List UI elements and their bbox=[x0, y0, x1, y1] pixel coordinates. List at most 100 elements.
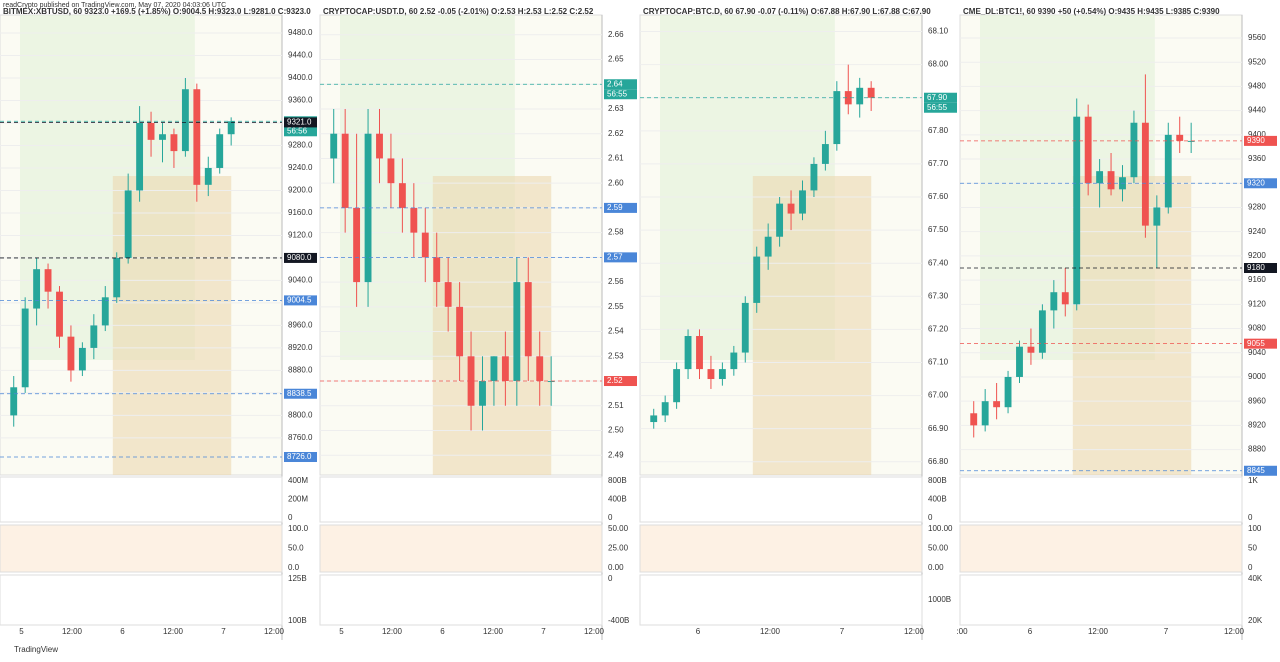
y-tick-label: 2.54 bbox=[608, 327, 624, 336]
candle-body bbox=[387, 158, 395, 184]
candle-body bbox=[821, 144, 829, 164]
y-tick-label: 67.20 bbox=[928, 324, 949, 333]
indicator-tick-label: 0 bbox=[1248, 513, 1253, 522]
candle-body bbox=[181, 89, 189, 152]
indicator-panel bbox=[959, 574, 1243, 626]
candle-body bbox=[547, 381, 555, 383]
y-tick-label: 9480.0 bbox=[288, 28, 313, 37]
candle-body bbox=[147, 122, 155, 140]
candle-body bbox=[456, 306, 464, 357]
indicator-panel bbox=[319, 524, 603, 573]
candle-body bbox=[1061, 292, 1069, 305]
y-tick-label: 67.00 bbox=[928, 391, 949, 400]
y-tick-label: 2.56 bbox=[608, 277, 624, 286]
x-tick-label: 6 bbox=[1028, 627, 1033, 636]
y-tick-label: 9400.0 bbox=[288, 73, 313, 82]
candle-body bbox=[810, 163, 818, 191]
indicator-tick-label: 0 bbox=[608, 574, 613, 583]
indicator-tick-label: 400M bbox=[288, 476, 308, 485]
candle-body bbox=[1141, 122, 1149, 226]
candle-body bbox=[844, 91, 852, 105]
y-tick-label: 9120 bbox=[1248, 299, 1266, 308]
candle-body bbox=[341, 133, 349, 208]
y-tick-label: 68.00 bbox=[928, 60, 949, 69]
y-tick-label: 67.60 bbox=[928, 192, 949, 201]
candle-body bbox=[330, 133, 338, 159]
price-tag bbox=[1244, 465, 1277, 476]
candle-body bbox=[398, 183, 406, 208]
y-tick-label: 9280 bbox=[1248, 203, 1266, 212]
y-tick-label: 2.58 bbox=[608, 228, 624, 237]
candle-body bbox=[684, 336, 692, 370]
candle-body bbox=[78, 347, 86, 371]
price-tag-label: 9055 bbox=[1247, 339, 1265, 348]
candle-body bbox=[479, 381, 486, 406]
y-tick-label: 2.63 bbox=[608, 104, 624, 113]
price-tag bbox=[604, 202, 637, 213]
candle-body bbox=[1164, 134, 1172, 208]
indicator-panel bbox=[639, 476, 923, 523]
zone bbox=[1072, 176, 1192, 475]
chart-panel: CRYPTOCAP:BTC.D, 60 67.90 -0.07 (-0.11%)… bbox=[639, 7, 957, 640]
y-tick-label: 2.60 bbox=[608, 178, 624, 187]
indicator-tick-label: 20K bbox=[1248, 616, 1263, 625]
candle-body bbox=[124, 190, 132, 258]
indicator-tick-label: 400B bbox=[608, 495, 627, 504]
indicator-tick-label: 100 bbox=[1248, 524, 1262, 533]
y-tick-label: 9080 bbox=[1248, 324, 1266, 333]
y-tick-label: 8920 bbox=[1248, 420, 1266, 429]
price-tag-label: 9321.0 bbox=[287, 118, 312, 127]
candle-body bbox=[1130, 122, 1138, 178]
candle-body bbox=[776, 203, 784, 237]
y-tick-label: 2.61 bbox=[608, 154, 624, 163]
y-tick-label: 2.50 bbox=[608, 426, 624, 435]
indicator-panel bbox=[639, 574, 923, 626]
candle-body bbox=[136, 122, 144, 191]
candle-body bbox=[661, 402, 669, 416]
x-tick-label: 12:00 bbox=[163, 627, 184, 636]
x-tick-label: 12:00 bbox=[1224, 627, 1245, 636]
price-tag-label: 9004.5 bbox=[287, 296, 312, 305]
price-tag bbox=[284, 117, 317, 128]
price-tag bbox=[1244, 263, 1277, 273]
y-tick-label: 9040.0 bbox=[288, 276, 313, 285]
indicator-tick-label: 50.00 bbox=[928, 544, 949, 553]
x-tick-label: 5 bbox=[339, 627, 344, 636]
indicator-tick-label: 100B bbox=[288, 616, 307, 625]
footer-brand: TradingView bbox=[14, 645, 58, 654]
y-tick-label: 2.62 bbox=[608, 129, 624, 138]
indicator-panel bbox=[319, 574, 603, 626]
publish-header: readCrypto published on TradingView.com,… bbox=[3, 2, 226, 9]
indicator-tick-label: 800B bbox=[928, 476, 947, 485]
chart-title: CRYPTOCAP:BTC.D, 60 67.90 -0.07 (-0.11%)… bbox=[643, 7, 931, 16]
candle-body bbox=[1084, 116, 1092, 184]
price-tag bbox=[284, 295, 317, 306]
y-tick-label: 66.80 bbox=[928, 457, 949, 466]
candle-body bbox=[21, 308, 29, 388]
x-tick-label: 12:00 bbox=[483, 627, 504, 636]
countdown-label: 56:55 bbox=[927, 103, 948, 112]
candle-body bbox=[44, 269, 52, 292]
chart-panel: CRYPTOCAP:USDT.D, 60 2.52 -0.05 (-2.01%)… bbox=[319, 7, 637, 640]
candle-body bbox=[524, 282, 532, 357]
indicator-tick-label: 0.00 bbox=[608, 563, 624, 572]
price-tag-label: 67.90 bbox=[927, 93, 948, 102]
y-tick-label: 8880.0 bbox=[288, 366, 313, 375]
candle-body bbox=[513, 282, 521, 382]
price-tag-label: 2.64 bbox=[607, 79, 623, 88]
candle-body bbox=[1153, 207, 1161, 226]
indicator-tick-label: 800B bbox=[608, 476, 627, 485]
candle-body bbox=[159, 134, 166, 140]
y-tick-label: 2.51 bbox=[608, 401, 624, 410]
price-tag-label: 2.59 bbox=[607, 203, 623, 212]
indicator-tick-label: 100.00 bbox=[928, 524, 953, 533]
countdown-tag bbox=[924, 102, 957, 113]
x-tick-label: 12:00 bbox=[760, 627, 781, 636]
x-tick-label: 6 bbox=[440, 627, 445, 636]
y-tick-label: 8800.0 bbox=[288, 411, 313, 420]
price-tag-label: 9390 bbox=[1247, 136, 1265, 145]
price-tag-label: 2.57 bbox=[607, 252, 623, 261]
candle-body bbox=[730, 352, 738, 370]
zone bbox=[752, 176, 872, 475]
